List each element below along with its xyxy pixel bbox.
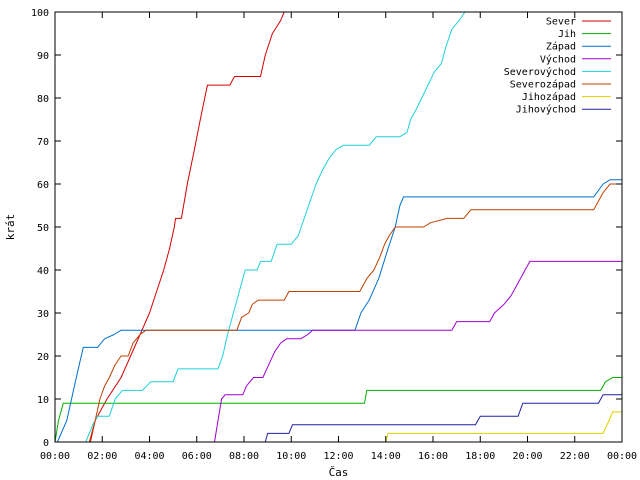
legend-label: Severozápad [510, 79, 576, 91]
x-tick-label: 00:00 [607, 451, 637, 462]
y-axis-label: krát [4, 214, 17, 241]
series-line-5 [88, 183, 622, 443]
legend-label: Východ [540, 53, 576, 65]
plot-lines [54, 11, 622, 443]
x-tick-label: 20:00 [512, 451, 542, 462]
x-axis-label: Čas [329, 466, 349, 479]
y-tick-label: 10 [37, 395, 49, 406]
series-line-7 [264, 394, 622, 443]
x-tick-label: 00:00 [40, 451, 70, 462]
legend-label: Jihovýchod [516, 104, 576, 116]
x-tick-label: 14:00 [371, 451, 401, 462]
series-line-4 [85, 11, 466, 443]
series-line-6 [385, 411, 622, 443]
y-tick-label: 20 [37, 352, 49, 363]
y-tick-label: 50 [37, 223, 49, 234]
x-tick-label: 12:00 [323, 451, 353, 462]
series-line-0 [89, 11, 285, 443]
y-tick-label: 80 [37, 94, 49, 105]
legend-label: Jih [558, 29, 576, 40]
y-tick-label: 0 [43, 438, 49, 449]
legend: SeverJihZápadVýchodSeverovýchodSeverozáp… [504, 17, 611, 116]
series-line-1 [54, 377, 622, 443]
x-axis: 00:00 02:00 04:00 06:00 08:00 10:00 12:00 14:00… [40, 12, 637, 462]
legend-label: Jihozápad [522, 91, 576, 103]
x-tick-label: 10:00 [276, 451, 306, 462]
y-tick-label: 70 [37, 137, 49, 148]
legend-label: Sever [546, 17, 576, 28]
x-tick-label: 02:00 [87, 451, 117, 462]
y-tick-label: 100 [31, 8, 49, 19]
x-tick-label: 18:00 [465, 451, 495, 462]
y-tick-label: 40 [37, 266, 49, 277]
x-tick-label: 04:00 [134, 451, 164, 462]
y-tick-label: 90 [37, 51, 49, 62]
series-line-3 [214, 260, 622, 443]
y-tick-label: 60 [37, 180, 49, 191]
x-tick-label: 06:00 [182, 451, 212, 462]
y-axis: 0 10 20 30 40 50 60 70 80 90 100 [31, 8, 622, 449]
legend-label: Severovýchod [504, 66, 576, 78]
y-tick-label: 30 [37, 309, 49, 320]
x-tick-label: 08:00 [229, 451, 259, 462]
series-line-2 [56, 179, 622, 443]
x-tick-label: 16:00 [418, 451, 448, 462]
x-tick-label: 22:00 [560, 451, 590, 462]
legend-label: Západ [546, 41, 576, 53]
